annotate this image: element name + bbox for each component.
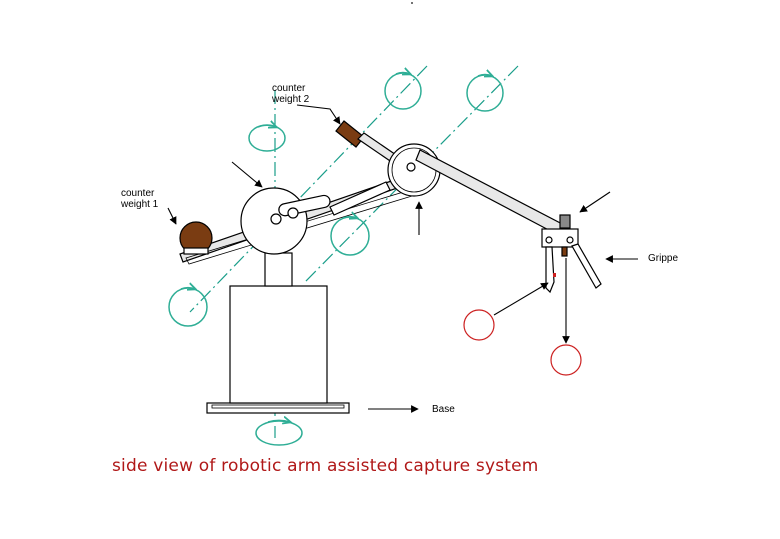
label-counter-weight-1: counter weight 1 <box>121 188 158 210</box>
forearm <box>415 149 567 237</box>
rotation-indicators <box>168 73 504 446</box>
label-counter-weight-1-line-1: counter <box>121 188 155 199</box>
pointer-arrows <box>167 2 638 413</box>
counter-weight-1-mount <box>183 247 209 255</box>
elbow-joint <box>387 143 441 197</box>
gripper-nozzle <box>561 246 568 257</box>
arrow-to-motor <box>579 191 611 213</box>
target-circle-2 <box>550 344 582 376</box>
gripper-tip-mark <box>553 273 556 277</box>
base-assembly <box>206 252 350 414</box>
label-counter-weight-2-line-1: counter <box>272 83 306 94</box>
target-circle-1 <box>463 309 495 341</box>
gripper-jaw-left <box>545 246 555 294</box>
shoulder-joint <box>240 187 331 255</box>
shoulder-axis <box>189 65 428 313</box>
base-plate-top <box>211 404 345 409</box>
label-base: Base <box>432 404 455 415</box>
gripper <box>541 214 602 294</box>
rotation-indicator-1 <box>384 73 422 110</box>
arrow-to-shoulder <box>231 161 263 188</box>
elbow-pin <box>406 162 416 172</box>
leader-counter-weight-2 <box>296 104 341 125</box>
label-counter-weight-2-line-2: weight 2 <box>272 94 310 105</box>
diagram-caption: side view of robotic arm assisted captur… <box>112 456 539 476</box>
label-counter-weight-2: counter weight 2 <box>272 83 309 105</box>
connector-bar <box>329 181 391 216</box>
rotation-indicator-6 <box>255 421 303 446</box>
label-gripper: Grippe <box>648 253 679 264</box>
gripper-pin-right <box>566 236 574 244</box>
rotation-indicator-2 <box>466 75 504 112</box>
base-column <box>229 285 328 404</box>
targets <box>463 309 582 376</box>
label-counter-weight-1-line-2: weight 1 <box>121 199 159 210</box>
gripper-jaw-right <box>571 243 602 289</box>
rotation-indicator-5 <box>168 288 208 327</box>
leader-counter-weight-1 <box>167 207 177 225</box>
rotation-indicator-4 <box>330 217 370 256</box>
rotation-indicator-3 <box>248 125 286 152</box>
shoulder-pin <box>270 213 282 225</box>
forearm-beam <box>415 149 567 237</box>
gripper-motor <box>559 214 571 229</box>
gripper-pin-left <box>545 236 553 244</box>
neck <box>264 252 293 287</box>
counter-weight-2 <box>335 120 365 148</box>
shoulder-pin-2 <box>287 207 299 219</box>
arrow-to-target-1 <box>493 282 549 316</box>
